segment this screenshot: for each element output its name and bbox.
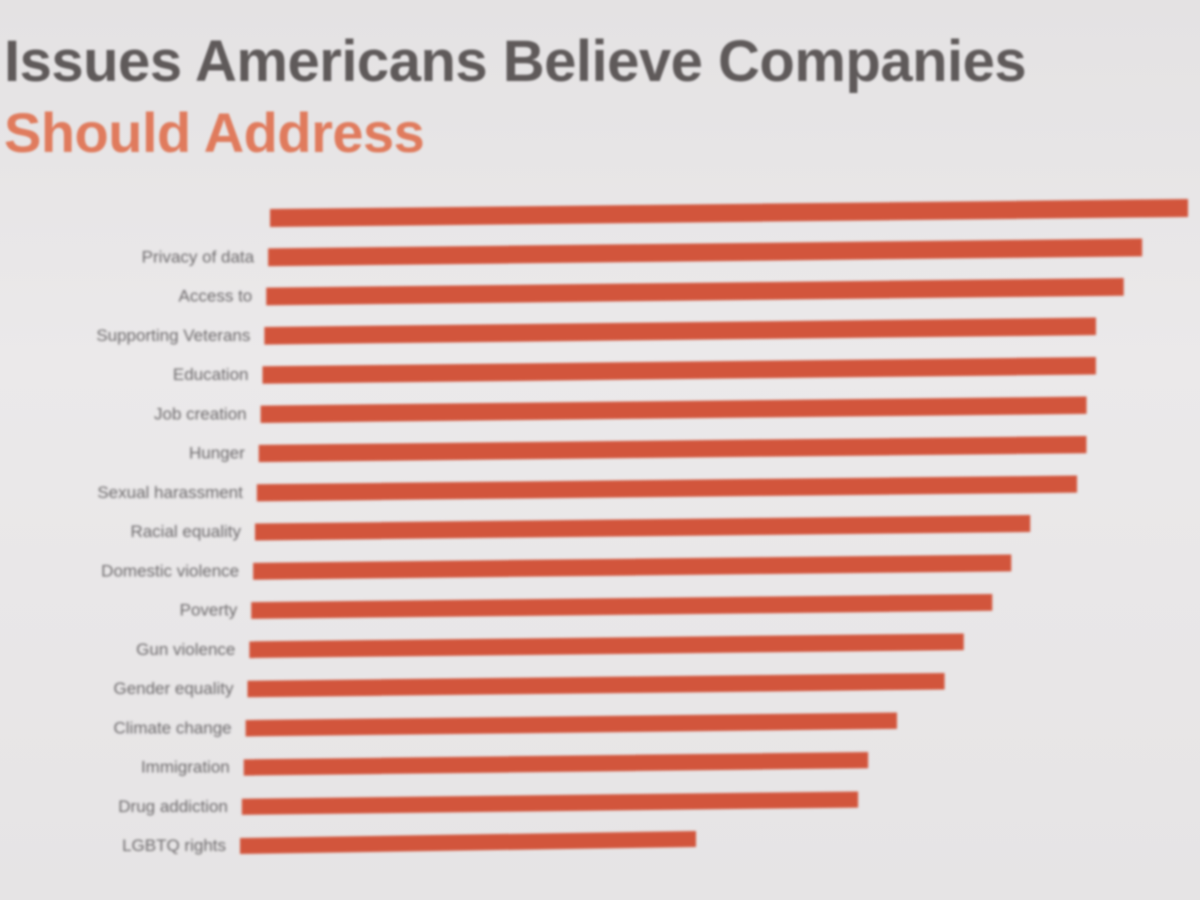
bar (240, 831, 696, 854)
category-label: Job creation (154, 404, 247, 423)
category-label: Poverty (180, 601, 238, 620)
bar (241, 791, 859, 815)
bar (251, 594, 993, 619)
bar (243, 752, 869, 776)
category-label: Gender equality (113, 679, 234, 698)
bar (270, 199, 1188, 227)
chart-title-line1: Issues Americans Believe Companies (4, 29, 1027, 94)
category-label: Drug addiction (118, 797, 228, 816)
category-label: Gun violence (136, 640, 235, 659)
category-label: Hunger (189, 444, 245, 463)
chart-title-line2: Should Address (4, 101, 425, 164)
category-label: LGBTQ rights (122, 836, 226, 855)
category-label: Climate change (114, 718, 232, 737)
category-label: Racial equality (130, 522, 241, 541)
category-label: Immigration (141, 758, 230, 777)
category-label: Supporting Veterans (96, 326, 250, 345)
bar (264, 317, 1096, 345)
category-label: Privacy of data (142, 247, 255, 266)
bar (262, 357, 1096, 384)
bar (249, 633, 964, 659)
bar (256, 475, 1078, 502)
bar (245, 712, 897, 737)
bar (253, 554, 1012, 580)
category-label: Access to (179, 287, 253, 306)
bar (247, 673, 945, 698)
category-label: Sexual harassment (97, 483, 243, 502)
bar (260, 396, 1087, 423)
bar (268, 238, 1143, 267)
category-label: Domestic violence (101, 561, 239, 580)
bar (258, 436, 1087, 463)
category-label: Education (173, 365, 249, 384)
bar (266, 278, 1124, 306)
bar (255, 515, 1031, 541)
